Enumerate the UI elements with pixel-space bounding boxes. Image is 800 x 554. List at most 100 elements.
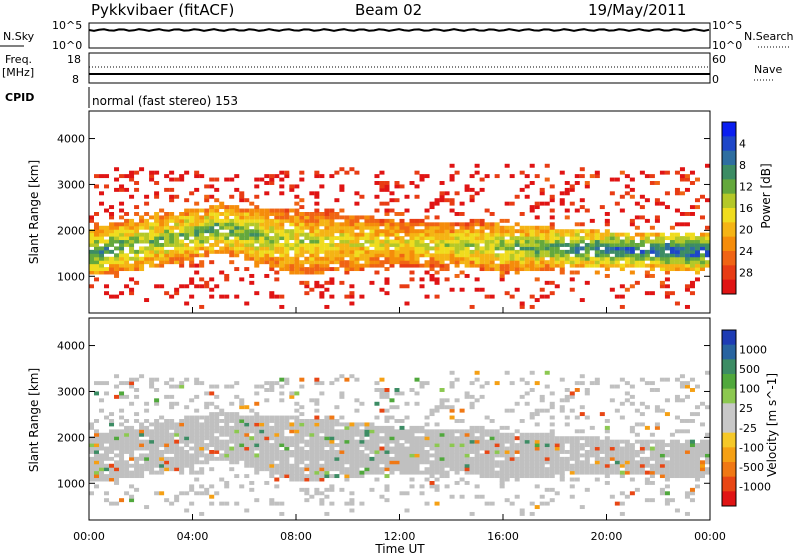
power-cell (234, 294, 240, 299)
velocity-cell (494, 432, 500, 437)
velocity-cell (89, 474, 94, 479)
velocity-cell (374, 463, 380, 468)
power-cell (499, 256, 505, 261)
velocity-cell (354, 432, 360, 437)
velocity-cell (324, 443, 330, 448)
power-cell (224, 277, 230, 282)
velocity-cell (309, 470, 315, 475)
power-cell (369, 249, 375, 254)
velocity-cell (404, 436, 410, 441)
velocity-cell (144, 419, 150, 423)
velocity-cell (229, 415, 235, 420)
power-cell (634, 263, 640, 268)
velocity-cell (124, 467, 130, 472)
velocity-cell (604, 443, 610, 448)
velocity-cell (284, 470, 290, 475)
power-cell (469, 218, 475, 223)
power-cell (354, 191, 360, 196)
velocity-cell (474, 470, 480, 475)
power-cell (194, 187, 200, 192)
colorbar-swatch (722, 403, 736, 419)
power-cell (409, 229, 415, 234)
power-cell (169, 232, 175, 237)
velocity-cell (489, 463, 495, 468)
velocity-cell (319, 453, 325, 458)
velocity-cell (604, 480, 610, 485)
power-cell (339, 232, 345, 237)
power-cell (109, 249, 115, 254)
power-cell (164, 260, 170, 265)
velocity-cell (569, 408, 575, 413)
velocity-cell (554, 443, 560, 448)
power-cell (99, 225, 105, 230)
power-cell (684, 267, 690, 272)
velocity-cell (669, 467, 675, 472)
velocity-cell (344, 422, 350, 427)
velocity-cell (249, 487, 255, 492)
power-cell (374, 270, 380, 275)
power-cell (209, 194, 215, 199)
velocity-cell (629, 429, 635, 434)
power-cell (604, 267, 610, 272)
velocity-cell (464, 432, 470, 437)
power-cell (154, 249, 160, 254)
power-cell (444, 242, 450, 247)
power-cell (249, 246, 255, 251)
velocity-cell (239, 405, 245, 410)
velocity-cell (514, 467, 520, 472)
velocity-cell (154, 453, 160, 458)
power-cell (299, 267, 305, 272)
power-cell (579, 239, 585, 244)
velocity-cell (304, 439, 310, 444)
power-cell (164, 253, 170, 258)
power-cell (484, 253, 490, 258)
velocity-cell (534, 460, 540, 465)
velocity-cell (489, 460, 495, 465)
power-cell (474, 253, 480, 258)
power-cell (219, 236, 225, 241)
power-cell (584, 263, 590, 268)
velocity-cell (249, 408, 255, 413)
power-cell (189, 249, 195, 254)
velocity-cell (704, 460, 710, 465)
power-cell (134, 212, 140, 216)
velocity-cell (539, 449, 545, 454)
velocity-cell (519, 443, 525, 448)
velocity-cell (389, 398, 395, 403)
velocity-cell (294, 449, 300, 454)
power-cell (199, 277, 205, 282)
velocity-cell (154, 388, 160, 392)
power-cell (214, 242, 220, 247)
power-cell (594, 249, 600, 254)
power-cell (409, 236, 415, 241)
power-cell (529, 163, 535, 168)
power-cell (369, 253, 375, 258)
velocity-cell (324, 432, 330, 437)
velocity-cell (564, 415, 570, 420)
power-cell (674, 236, 680, 241)
velocity-cell (479, 460, 485, 465)
power-cell (434, 222, 440, 227)
y-tick-label: 3000 (57, 385, 85, 398)
power-cell (134, 249, 140, 254)
power-cell (464, 239, 470, 244)
power-cell (174, 177, 180, 182)
power-cell (654, 232, 660, 237)
power-cell (434, 201, 440, 206)
velocity-cell (484, 443, 490, 448)
velocity-cell (544, 439, 550, 444)
velocity-cell (654, 460, 660, 465)
power-cell (579, 253, 585, 258)
power-cell (94, 256, 100, 261)
power-cell (464, 273, 470, 278)
velocity-cell (659, 377, 665, 382)
power-cell (314, 208, 320, 213)
power-cell (254, 236, 260, 241)
velocity-cell (464, 436, 470, 441)
power-cell (554, 284, 560, 289)
power-cell (664, 260, 670, 265)
velocity-cell (364, 470, 370, 475)
power-cell (189, 208, 195, 213)
power-cell (614, 253, 620, 258)
power-cell (679, 267, 685, 272)
